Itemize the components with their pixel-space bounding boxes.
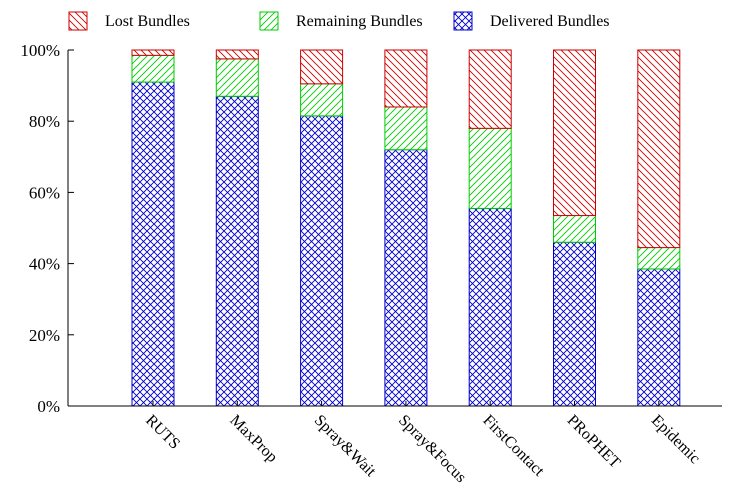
legend-item-remaining-bundles: Remaining Bundles (259, 11, 423, 31)
chart-legend: Lost Bundles Remaining Bundles Delivered B… (68, 11, 610, 31)
x-tick-label-epidemic: Epidemic (648, 412, 703, 467)
bar-maxprop-delivered-bundles (215, 95, 259, 407)
bar-epidemic-delivered-bundles (637, 268, 681, 407)
y-tick-label: 40% (29, 255, 60, 274)
bar-firstcontact-remaining-bundles (468, 127, 512, 209)
bar-firstcontact-lost-bundles (468, 49, 512, 129)
legend-item-lost-bundles: Lost Bundles (68, 11, 190, 31)
x-tick-label-spray-wait: Spray&Wait (311, 412, 380, 481)
legend-swatch-delivered-bundles (453, 11, 473, 31)
legend-swatch-remaining-bundles (259, 11, 279, 31)
bar-ruts-remaining-bundles (131, 54, 175, 83)
x-tick-label-firstcontact: FirstContact (479, 412, 547, 480)
legend-item-delivered-bundles: Delivered Bundles (453, 11, 610, 31)
legend-swatch-lost-bundles (68, 11, 88, 31)
bar-maxprop-remaining-bundles (215, 58, 259, 97)
axes-group: 0% 20% 40% 60% 80% 100% RUTS MaxProp Spray&Wait S… (20, 41, 722, 486)
x-tick-label-ruts: RUTS (142, 412, 183, 453)
y-tick-label: 20% (29, 326, 60, 345)
x-tick-label-prophet: PRoPHET (564, 412, 624, 472)
bar-prophet-delivered-bundles (553, 241, 596, 407)
bar-epidemic-remaining-bundles (637, 247, 681, 270)
bar-maxprop-lost-bundles (215, 49, 259, 60)
legend-label-delivered-bundles: Delivered Bundles (490, 13, 610, 30)
bar-spray-focus-remaining-bundles (384, 106, 428, 151)
x-tick-label-maxprop: MaxProp (226, 412, 280, 466)
bar-prophet-lost-bundles (553, 49, 596, 217)
bar-spray-focus-delivered-bundles (384, 149, 428, 407)
bar-spray-wait-remaining-bundles (300, 83, 344, 117)
legend-label-lost-bundles: Lost Bundles (105, 13, 190, 30)
bar-spray-wait-lost-bundles (300, 49, 344, 85)
y-tick-label: 80% (29, 112, 60, 131)
bar-prophet-remaining-bundles (553, 215, 596, 243)
bar-ruts-delivered-bundles (131, 81, 175, 407)
bar-ruts-lost-bundles (131, 49, 175, 56)
y-tick-label: 100% (20, 41, 60, 60)
y-tick-label: 0% (37, 397, 60, 416)
bar-spray-focus-lost-bundles (384, 49, 428, 108)
bars-group (131, 49, 681, 407)
x-tick-label-spray-focus: Spray&Focus (395, 412, 469, 486)
y-tick-label: 60% (29, 183, 60, 202)
bar-epidemic-lost-bundles (637, 49, 681, 249)
legend-label-remaining-bundles: Remaining Bundles (296, 13, 423, 30)
bar-firstcontact-delivered-bundles (468, 207, 512, 407)
bar-spray-wait-delivered-bundles (300, 115, 344, 407)
